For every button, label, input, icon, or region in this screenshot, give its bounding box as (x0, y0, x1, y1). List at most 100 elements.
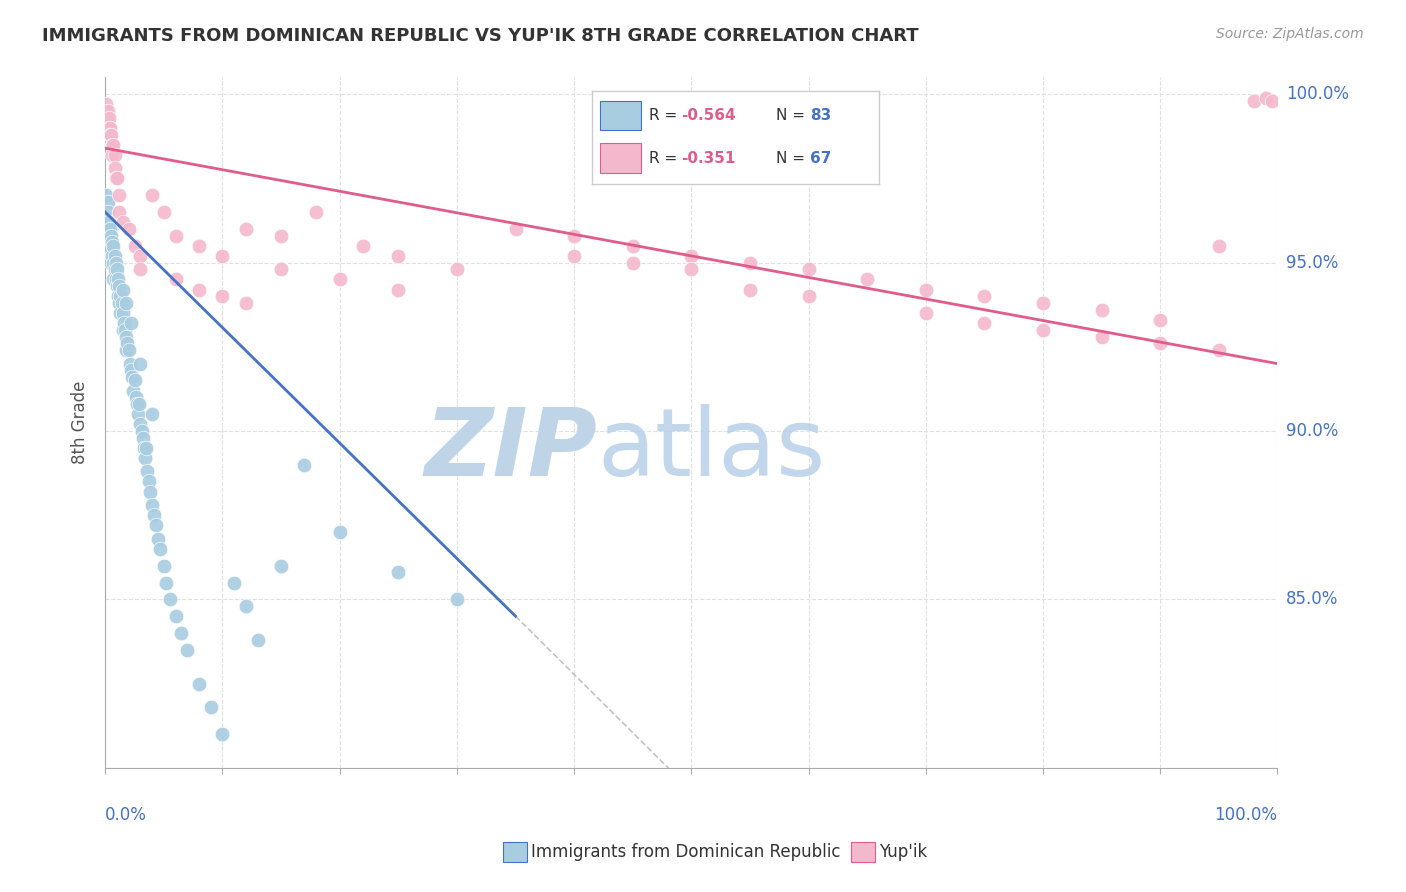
Point (1032, 296, 1054, 310)
Point (1149, 313, 1171, 327)
Point (96, 205, 118, 219)
Point (145, 518, 167, 533)
Point (105, 171, 128, 186)
Point (100, 128, 122, 142)
Text: 100.0%: 100.0% (1286, 86, 1348, 103)
Point (96, 104, 118, 119)
Point (329, 272, 352, 286)
Point (111, 215, 134, 229)
Point (97, 111, 120, 125)
Point (105, 262, 128, 277)
Point (98, 120, 121, 135)
Point (118, 357, 141, 371)
Text: 100.0%: 100.0% (1215, 805, 1278, 823)
Point (111, 296, 134, 310)
Point (153, 558, 176, 573)
Point (188, 283, 211, 297)
Point (211, 727, 233, 741)
Point (138, 475, 160, 489)
Point (104, 272, 127, 286)
Point (143, 508, 166, 523)
Point (235, 296, 257, 310)
Point (97, 239, 120, 253)
Point (146, 532, 169, 546)
Point (159, 592, 181, 607)
Point (98, 222, 121, 236)
Point (856, 272, 879, 286)
Point (1208, 239, 1230, 253)
Point (270, 262, 292, 277)
Point (97, 120, 120, 135)
Point (562, 228, 585, 243)
Point (141, 407, 163, 421)
Point (125, 390, 148, 404)
Text: atlas: atlas (598, 404, 825, 496)
Text: 0.0%: 0.0% (105, 805, 148, 823)
Point (125, 397, 148, 411)
Point (170, 626, 193, 640)
Text: 90.0%: 90.0% (1286, 422, 1339, 440)
Point (127, 407, 149, 421)
Point (114, 323, 136, 337)
Point (115, 329, 138, 343)
Point (1254, 90, 1277, 104)
Point (124, 239, 146, 253)
Point (124, 374, 146, 388)
Point (131, 424, 153, 438)
Point (329, 524, 352, 539)
Point (98, 128, 121, 142)
Point (165, 272, 187, 286)
Text: ZIP: ZIP (425, 404, 598, 496)
Point (120, 316, 142, 330)
Point (108, 279, 131, 293)
Point (100, 228, 122, 243)
Point (153, 205, 176, 219)
Point (110, 306, 132, 320)
Point (176, 643, 198, 657)
Point (1243, 94, 1265, 108)
Point (621, 239, 644, 253)
Point (108, 205, 131, 219)
Point (103, 255, 125, 269)
Point (104, 249, 127, 263)
Point (681, 249, 703, 263)
Point (111, 323, 134, 337)
Point (149, 541, 172, 556)
Point (129, 249, 152, 263)
Point (211, 249, 233, 263)
Point (235, 222, 257, 236)
Point (103, 137, 125, 152)
Point (104, 161, 127, 176)
Point (104, 148, 127, 162)
Point (165, 228, 187, 243)
Point (797, 262, 820, 277)
Point (103, 239, 125, 253)
Point (129, 262, 152, 277)
Point (270, 228, 292, 243)
Point (107, 289, 129, 303)
Point (101, 137, 124, 152)
Point (165, 609, 187, 624)
Point (118, 222, 141, 236)
Point (104, 171, 127, 186)
Point (120, 363, 142, 377)
Point (141, 188, 163, 202)
Point (110, 289, 132, 303)
Point (562, 249, 585, 263)
Point (973, 289, 995, 303)
Point (135, 441, 157, 455)
Point (98, 235, 121, 250)
Text: 95.0%: 95.0% (1286, 253, 1339, 272)
Point (115, 296, 138, 310)
Point (246, 632, 269, 647)
Point (973, 316, 995, 330)
Point (211, 289, 233, 303)
Point (121, 370, 143, 384)
Point (797, 289, 820, 303)
Point (104, 255, 127, 269)
Point (305, 205, 328, 219)
Point (132, 441, 155, 455)
Point (128, 397, 150, 411)
Point (387, 283, 409, 297)
Point (96, 97, 118, 112)
